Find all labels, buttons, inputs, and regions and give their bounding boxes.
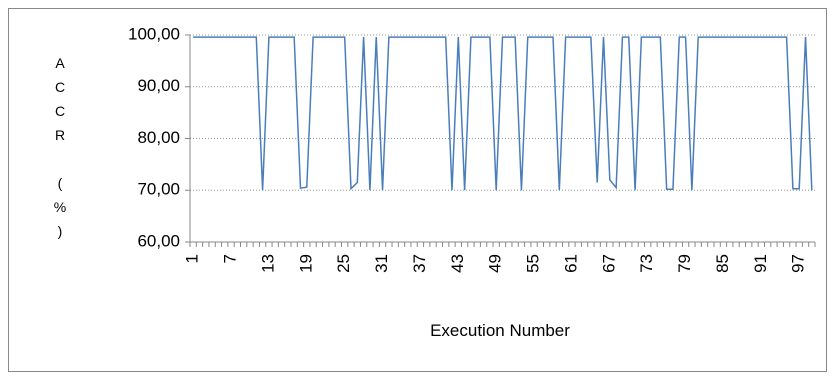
x-tick-label: 91 [751,254,770,273]
x-tick-label: 55 [524,254,543,273]
x-tick-label: 79 [675,254,694,273]
y-tick-label: 70,00 [137,180,180,199]
x-tick-label: 19 [296,254,315,273]
chart-border [8,8,827,372]
x-tick-label: 37 [410,254,429,273]
x-tick-label: 7 [221,254,240,263]
x-tick-label: 49 [486,254,505,273]
x-tick-label: 31 [372,254,391,273]
x-tick-label: 25 [334,254,353,273]
y-tick-label: 60,00 [137,231,180,250]
y-tick-label: 80,00 [137,128,180,147]
x-axis-title: Execution Number [430,321,570,340]
x-tick-label: 1 [183,254,202,263]
x-tick-label: 97 [789,254,808,273]
y-tick-label: 100,00 [128,24,180,43]
x-tick-label: 13 [258,254,277,273]
x-tick-label: 85 [713,254,732,273]
x-tick-label: 73 [637,254,656,273]
x-tick-label: 61 [561,254,580,273]
data-line [193,36,813,191]
x-tick-label: 67 [599,254,618,273]
y-tick-label: 90,00 [137,76,180,95]
y-axis-title: ACCR (%) [52,55,68,247]
x-tick-label: 43 [448,254,467,273]
